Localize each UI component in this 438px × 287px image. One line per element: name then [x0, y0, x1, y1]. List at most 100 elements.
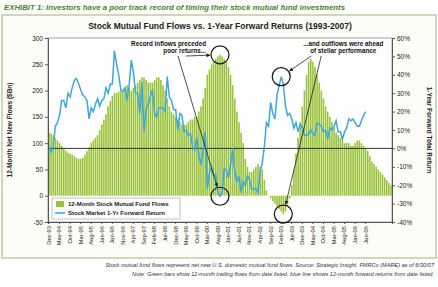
bar: [255, 167, 257, 196]
zero-line: [48, 148, 392, 149]
bar: [310, 59, 312, 196]
bar: [50, 134, 52, 196]
bar: [194, 117, 196, 196]
y-tick-label: 250: [32, 61, 43, 68]
legend-box: [52, 198, 180, 219]
bar: [337, 135, 339, 195]
y-tick-label: 200: [32, 87, 43, 94]
bar: [321, 91, 323, 196]
footnote: Note: Green bars show 12-month trailing …: [132, 271, 434, 277]
annotation-line: poor returns...: [163, 47, 206, 55]
x-tick-mark: [217, 222, 218, 224]
bar: [78, 159, 80, 196]
y2-tick: -10%: [392, 163, 412, 170]
bar: [154, 80, 156, 196]
x-tick: May-04: [310, 222, 316, 245]
bar: [367, 151, 369, 196]
x-tick: Jul-98: [162, 222, 168, 242]
chart-svg: EXHIBIT 1: Investors have a poor track r…: [0, 0, 438, 287]
annotations: Record inflows precededpoor returns.....…: [131, 40, 383, 223]
x-tick-label: Jan-96: [99, 226, 105, 244]
y2-tick: 20%: [392, 108, 410, 115]
bar: [302, 106, 304, 195]
bar: [232, 85, 234, 195]
x-tick-label: Sep-97: [141, 226, 147, 245]
x-tick: Sep-02: [268, 222, 274, 245]
x-tick-label: Aug-00: [215, 226, 221, 245]
x-tick-label: Jul-98: [162, 226, 168, 242]
footnote: Stock mutual fund flows represent net ne…: [105, 262, 435, 268]
annotation-text: Record inflows precededpoor returns...: [131, 40, 206, 55]
annotation-arrow: [178, 56, 217, 187]
bar: [363, 146, 365, 196]
x-tick-label: Feb-03: [278, 226, 284, 244]
bar: [192, 119, 194, 195]
bar: [268, 195, 270, 196]
x-tick-mark: [59, 222, 60, 224]
bar: [183, 125, 185, 196]
x-tick-mark: [207, 222, 208, 224]
y-tick-mark: [45, 222, 48, 223]
bar: [118, 92, 120, 196]
x-tick: Mar-00: [204, 222, 210, 244]
bar: [99, 130, 101, 196]
x-tick-label: Jun-06: [363, 226, 369, 244]
y2-tick-mark: [392, 38, 395, 39]
highlight-circle: [211, 187, 229, 205]
bar: [133, 88, 135, 196]
bar: [80, 159, 82, 196]
bar: [352, 146, 354, 196]
bar: [135, 85, 137, 195]
bar: [375, 167, 377, 196]
bar: [384, 177, 386, 195]
x-tick: Jan-01: [225, 222, 231, 244]
bar: [211, 64, 213, 195]
bar: [185, 125, 187, 196]
bar: [378, 169, 380, 195]
y2-tick-label: -30%: [397, 200, 412, 207]
bar: [323, 98, 325, 195]
y-tick: 0: [39, 192, 48, 199]
bar: [177, 119, 179, 195]
y2-axis: -40%-30%-20%-10%0%10%20%30%40%50%60%: [392, 35, 412, 226]
x-tick-mark: [333, 222, 334, 224]
bar: [114, 93, 116, 196]
bar: [105, 114, 107, 195]
x-tick-label: May-04: [310, 225, 316, 245]
x-tick-mark: [291, 222, 292, 224]
bar: [226, 62, 228, 196]
x-axis-line: [49, 223, 393, 225]
bar: [173, 114, 175, 195]
x-tick-mark: [175, 222, 176, 224]
bar: [331, 122, 333, 196]
y2-axis-line: [393, 39, 396, 223]
x-tick-mark: [355, 222, 356, 224]
bar: [156, 77, 158, 195]
bar: [365, 148, 367, 195]
y-tick: 250: [32, 61, 48, 68]
bar: [107, 106, 109, 195]
bar: [116, 93, 118, 196]
chart-container: EXHIBIT 1: Investors have a poor track r…: [0, 0, 438, 287]
y-tick-mark: [45, 117, 48, 118]
x-tick-mark: [154, 222, 155, 224]
x-tick-label: Aug-95: [88, 226, 94, 245]
y-tick: 100: [32, 140, 48, 147]
x-tick: Jan-06: [352, 222, 358, 244]
x-tick: Sep-97: [141, 222, 147, 245]
x-tick-mark: [196, 222, 197, 224]
y-axis-line: [45, 39, 49, 223]
bar: [312, 62, 314, 196]
y-tick: 200: [32, 87, 48, 94]
x-tick-mark: [112, 222, 113, 224]
x-tick: Jun-06: [363, 222, 369, 244]
bar: [67, 153, 69, 196]
bar: [291, 185, 293, 196]
x-tick-mark: [228, 222, 229, 224]
y-tick: 50: [36, 166, 48, 173]
x-tick: Apr-02: [257, 222, 263, 243]
bar: [276, 196, 278, 207]
x-tick-mark: [365, 222, 366, 224]
x-tick-label: Jan-01: [225, 226, 231, 244]
bar: [143, 77, 145, 195]
